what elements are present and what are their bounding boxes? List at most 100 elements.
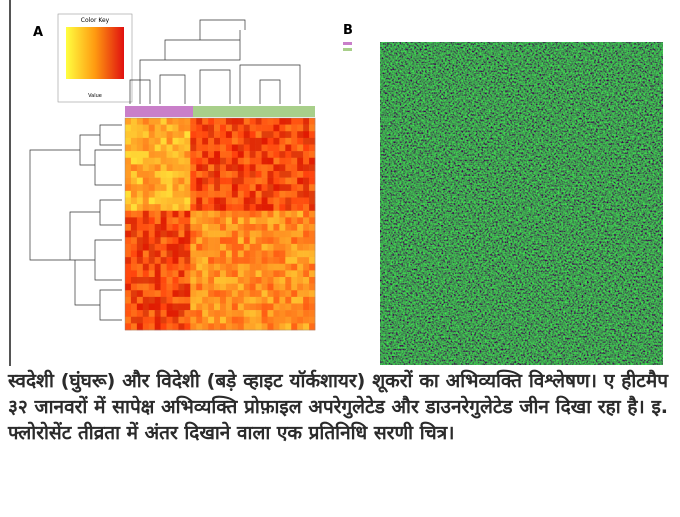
heatmap-cell <box>143 244 149 251</box>
heatmap-cell <box>167 158 173 165</box>
heatmap-cell <box>137 171 143 178</box>
heatmap-cell <box>262 164 268 171</box>
heatmap-cell <box>178 131 184 138</box>
heatmap-cell <box>220 224 226 231</box>
heatmap-cell <box>238 158 244 165</box>
heatmap-cell <box>220 251 226 258</box>
heatmap-cell <box>190 264 196 271</box>
heatmap-cell <box>167 198 173 205</box>
heatmap-cell <box>244 251 250 258</box>
heatmap-cell <box>309 284 315 291</box>
heatmap-cell <box>303 251 309 258</box>
heatmap-cell <box>297 264 303 271</box>
heatmap-cell <box>149 211 155 218</box>
heatmap-cell <box>250 211 256 218</box>
heatmap-cell <box>238 304 244 311</box>
heatmap-cell <box>268 237 274 244</box>
heatmap-cell <box>143 198 149 205</box>
heatmap-cell <box>256 277 262 284</box>
heatmap-cell <box>220 178 226 185</box>
heatmap-cell <box>178 270 184 277</box>
heatmap-cell <box>178 304 184 311</box>
heatmap-cell <box>196 178 202 185</box>
heatmap-cell <box>143 317 149 324</box>
heatmap-cell <box>161 284 167 291</box>
heatmap-cell <box>262 211 268 218</box>
heatmap-cell <box>173 244 179 251</box>
heatmap-cell <box>125 191 131 198</box>
heatmap-cell <box>297 204 303 211</box>
heatmap-cell <box>262 270 268 277</box>
heatmap-cell <box>208 257 214 264</box>
heatmap-cell <box>273 310 279 317</box>
heatmap-cell <box>244 237 250 244</box>
heatmap-cell <box>238 277 244 284</box>
heatmap-cell <box>143 184 149 191</box>
heatmap-cell <box>303 118 309 125</box>
heatmap-cell <box>208 145 214 152</box>
heatmap-cell <box>208 304 214 311</box>
heatmap-cell <box>155 284 161 291</box>
heatmap-cell <box>273 270 279 277</box>
heatmap-cell <box>273 191 279 198</box>
heatmap-cell <box>125 297 131 304</box>
heatmap-cell <box>202 290 208 297</box>
heatmap-cell <box>262 317 268 324</box>
heatmap-cell <box>279 125 285 132</box>
heatmap-cell <box>155 297 161 304</box>
heatmap-cell <box>226 270 232 277</box>
heatmap-cell <box>173 131 179 138</box>
heatmap-cell <box>178 138 184 145</box>
heatmap-cell <box>125 131 131 138</box>
heatmap-cell <box>143 158 149 165</box>
heatmap-cell <box>273 171 279 178</box>
heatmap-cell <box>202 284 208 291</box>
heatmap-cell <box>250 191 256 198</box>
heatmap-cell <box>143 277 149 284</box>
heatmap-cell <box>303 171 309 178</box>
heatmap-cell <box>238 211 244 218</box>
heatmap-cell <box>279 257 285 264</box>
heatmap-cell <box>238 237 244 244</box>
heatmap-cell <box>297 270 303 277</box>
heatmap-cell <box>137 251 143 258</box>
heatmap-cell <box>161 164 167 171</box>
heatmap-cell <box>273 211 279 218</box>
heatmap-cell <box>273 198 279 205</box>
heatmap-cell <box>143 217 149 224</box>
figure: A Color Key Value B <box>0 0 680 366</box>
heatmap-cell <box>167 297 173 304</box>
heatmap-cell <box>155 138 161 145</box>
heatmap-cell <box>309 151 315 158</box>
heatmap-cell <box>167 184 173 191</box>
heatmap-cell <box>155 191 161 198</box>
heatmap-cell <box>309 290 315 297</box>
heatmap-cell <box>155 151 161 158</box>
heatmap-cell <box>161 145 167 152</box>
heatmap-cell <box>196 138 202 145</box>
heatmap-cell <box>297 178 303 185</box>
heatmap-cell <box>291 231 297 238</box>
heatmap-cell <box>155 270 161 277</box>
heatmap-cell <box>173 277 179 284</box>
heatmap-cell <box>173 125 179 132</box>
heatmap-cell <box>155 317 161 324</box>
heatmap-cell <box>137 118 143 125</box>
heatmap-cell <box>262 323 268 330</box>
heatmap-cell <box>202 151 208 158</box>
heatmap-cell <box>196 244 202 251</box>
heatmap-cell <box>309 118 315 125</box>
heatmap-cell <box>285 310 291 317</box>
heatmap-cell <box>291 145 297 152</box>
heatmap-cell <box>202 251 208 258</box>
heatmap-cell <box>285 290 291 297</box>
heatmap-cell <box>202 184 208 191</box>
heatmap-cell <box>167 217 173 224</box>
heatmap-cell <box>149 198 155 205</box>
heatmap-cell <box>190 224 196 231</box>
heatmap-cell <box>238 257 244 264</box>
heatmap-cell <box>291 158 297 165</box>
heatmap-cell <box>232 131 238 138</box>
heatmap-cell <box>178 211 184 218</box>
heatmap-cell <box>250 277 256 284</box>
